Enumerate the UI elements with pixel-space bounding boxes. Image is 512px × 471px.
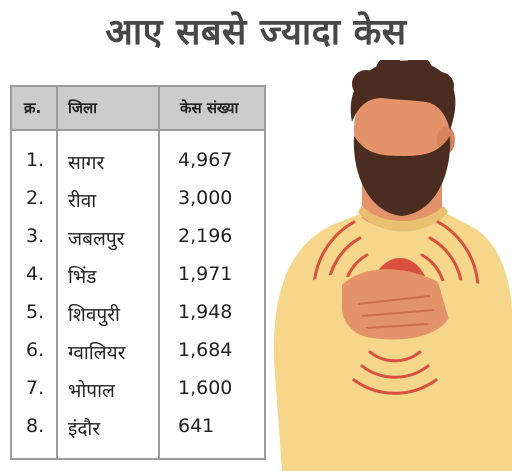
table-row: 3. जबलपुर 2,196 <box>12 219 264 257</box>
row-num: 5. <box>26 301 45 323</box>
row-district: भिंड <box>68 266 97 288</box>
header-district: जिला <box>68 99 98 117</box>
page-title: आए सबसे ज्यादा केस <box>105 12 407 53</box>
hands <box>342 269 453 340</box>
row-cases: 1,600 <box>178 377 233 399</box>
row-district: भोपाल <box>68 380 115 402</box>
row-district: इंदौर <box>68 418 101 440</box>
header-cases: केस संख्या <box>180 99 239 117</box>
header-num: क्र. <box>24 99 42 117</box>
right-arm <box>438 280 512 390</box>
cases-table: क्र. जिला केस संख्या 1. सागर 4,967 2. री… <box>10 85 266 460</box>
table-row: 5. शिवपुरी 1,948 <box>12 295 264 333</box>
table-row: 1. सागर 4,967 <box>12 143 264 181</box>
row-num: 7. <box>26 377 45 399</box>
row-cases: 4,967 <box>178 149 233 171</box>
table-row: 7. भोपाल 1,600 <box>12 371 264 409</box>
table-header: क्र. जिला केस संख्या <box>12 87 264 131</box>
row-num: 2. <box>26 187 45 209</box>
row-cases: 1,948 <box>178 301 233 323</box>
row-num: 8. <box>26 415 45 437</box>
table-row: 8. इंदौर 641 <box>12 409 264 447</box>
column-divider <box>158 87 160 458</box>
row-num: 6. <box>26 339 45 361</box>
table-row: 2. रीवा 3,000 <box>12 181 264 219</box>
row-cases: 1,971 <box>178 263 233 285</box>
column-divider <box>56 87 58 458</box>
row-num: 4. <box>26 263 45 285</box>
row-district: जबलपुर <box>68 228 125 250</box>
row-cases: 2,196 <box>178 225 233 247</box>
chest-pain-man-illustration <box>273 60 512 471</box>
row-district: रीवा <box>68 190 97 212</box>
beard <box>353 136 451 216</box>
table-row: 6. ग्वालियर 1,684 <box>12 333 264 371</box>
row-num: 3. <box>26 225 45 247</box>
row-num: 1. <box>26 149 45 171</box>
row-cases: 641 <box>178 415 215 437</box>
row-district: शिवपुरी <box>68 304 120 326</box>
row-cases: 1,684 <box>178 339 233 361</box>
row-district: सागर <box>68 152 105 174</box>
row-district: ग्वालियर <box>68 342 126 364</box>
collar <box>358 206 448 232</box>
table-row: 4. भिंड 1,971 <box>12 257 264 295</box>
row-cases: 3,000 <box>178 187 233 209</box>
